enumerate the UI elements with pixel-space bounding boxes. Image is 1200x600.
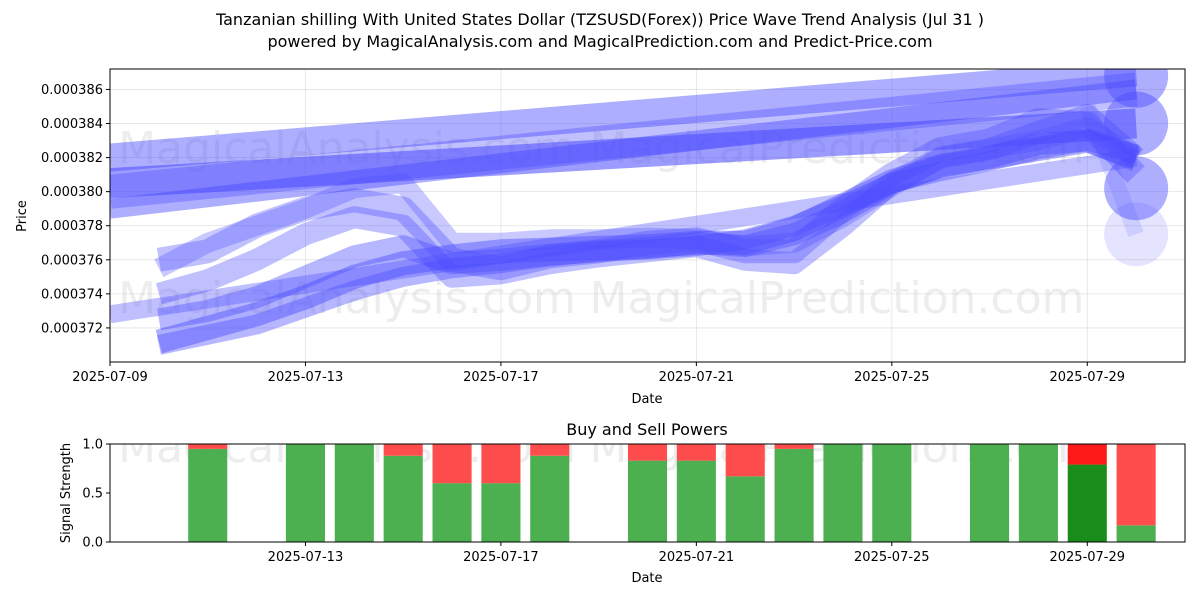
wave-series-10 [110, 148, 1138, 324]
wave-series-5 [154, 116, 1142, 278]
power-chart-ticks: 2025-07-13 2025-07-17 2025-07-21 2025-07-25… [82, 438, 1125, 566]
buy-power-bar [725, 476, 765, 542]
price-y-tick-label: 0.000384 [41, 117, 103, 132]
buy-power-bar [627, 460, 668, 542]
wave-series-7 [155, 104, 1144, 305]
sell-power-bar [1116, 444, 1156, 526]
sell-power-bar [481, 444, 521, 484]
price-wave-chart: MagicalAnalysis.com MagicalPrediction.co… [15, 68, 1186, 407]
wave-end-marker-4 [1104, 202, 1169, 267]
buy-power-bar [676, 460, 716, 542]
power-bars-group [188, 444, 1156, 542]
buy-power-bar [1018, 444, 1058, 542]
price-y-tick-label: 0.000378 [41, 219, 103, 234]
sell-power-bar [188, 444, 228, 449]
price-x-tick-label: 2025-07-13 [268, 370, 344, 385]
buy-power-bar [285, 444, 325, 542]
price-x-tick-label: 2025-07-29 [1049, 370, 1125, 385]
wave-end-marker-3 [1104, 156, 1169, 221]
buy-power-bar [1116, 525, 1156, 542]
wave-series-8 [157, 129, 1141, 331]
price-y-tick-label: 0.000382 [41, 151, 103, 166]
wave-series-2 [110, 69, 1138, 172]
power-chart-ylabel: Signal Strength [59, 443, 74, 543]
power-x-tick-label: 2025-07-25 [854, 550, 930, 565]
buy-power-bar [1067, 464, 1107, 542]
sell-power-bar [676, 444, 716, 461]
price-y-tick-label: 0.000386 [41, 83, 103, 98]
price-y-tick-label: 0.000374 [41, 287, 103, 302]
power-x-tick-label: 2025-07-17 [463, 550, 539, 565]
power-y-tick-label: 1.0 [82, 438, 103, 453]
wave-series-11 [156, 130, 1139, 355]
power-chart-title: Buy and Sell Powers [566, 420, 728, 439]
buy-power-bar [481, 483, 521, 542]
buy-power-bar [774, 448, 814, 542]
wave-end-marker-1 [1104, 69, 1169, 108]
buy-sell-power-chart: Buy and Sell Powers MagicalAnalysis.com … [59, 420, 1186, 586]
buy-power-bar [970, 444, 1010, 542]
power-x-tick-label: 2025-07-29 [1049, 550, 1125, 565]
sell-power-bar [383, 444, 423, 456]
sell-power-bar [432, 444, 472, 484]
power-x-tick-label: 2025-07-13 [268, 550, 344, 565]
power-y-tick-label: 0.5 [82, 487, 103, 502]
price-x-tick-label: 2025-07-21 [659, 370, 735, 385]
buy-power-bar [383, 455, 423, 542]
price-chart-xlabel: Date [631, 392, 662, 407]
price-y-tick-label: 0.000376 [41, 253, 103, 268]
sell-power-bar [1067, 444, 1107, 465]
price-y-tick-label: 0.000372 [41, 321, 103, 336]
wave-series-4 [110, 108, 1137, 199]
price-y-tick-label: 0.000380 [41, 185, 103, 200]
sell-power-bar [627, 444, 668, 461]
price-chart-grid [109, 69, 1185, 362]
buy-power-bar [530, 455, 570, 542]
wave-series-9 [155, 128, 1141, 354]
wave-series-12 [1079, 103, 1144, 238]
sell-power-bar [530, 444, 570, 456]
power-chart-xlabel: Date [631, 571, 662, 586]
sell-power-bar [774, 444, 814, 449]
figure-title-line1: Tanzanian shilling With United States Do… [215, 10, 984, 29]
wave-end-marker-2 [1104, 91, 1169, 156]
buy-power-bar [823, 444, 863, 542]
buy-power-bar [334, 444, 374, 542]
price-x-tick-label: 2025-07-17 [463, 370, 539, 385]
price-x-tick-label: 2025-07-09 [72, 370, 148, 385]
buy-power-bar [188, 448, 228, 542]
watermark-mid-right: MagicalPrediction.com [590, 273, 1085, 324]
wave-series-group [110, 69, 1169, 355]
buy-power-bar [432, 483, 472, 542]
power-y-tick-label: 0.0 [82, 536, 103, 551]
watermark-mid-left: MagicalAnalysis.com [118, 273, 576, 324]
buy-power-bar [872, 444, 912, 542]
price-x-tick-label: 2025-07-25 [854, 370, 930, 385]
power-x-tick-label: 2025-07-21 [659, 550, 735, 565]
price-chart-ticks: 2025-07-09 2025-07-13 2025-07-17 2025-07-21… [41, 83, 1125, 385]
wave-series-6 [156, 108, 1145, 281]
figure-title-line2: powered by MagicalAnalysis.com and Magic… [267, 32, 932, 51]
price-chart-ylabel: Price [15, 200, 30, 232]
price-chart-frame [109, 68, 1186, 363]
sell-power-bar [725, 444, 765, 477]
